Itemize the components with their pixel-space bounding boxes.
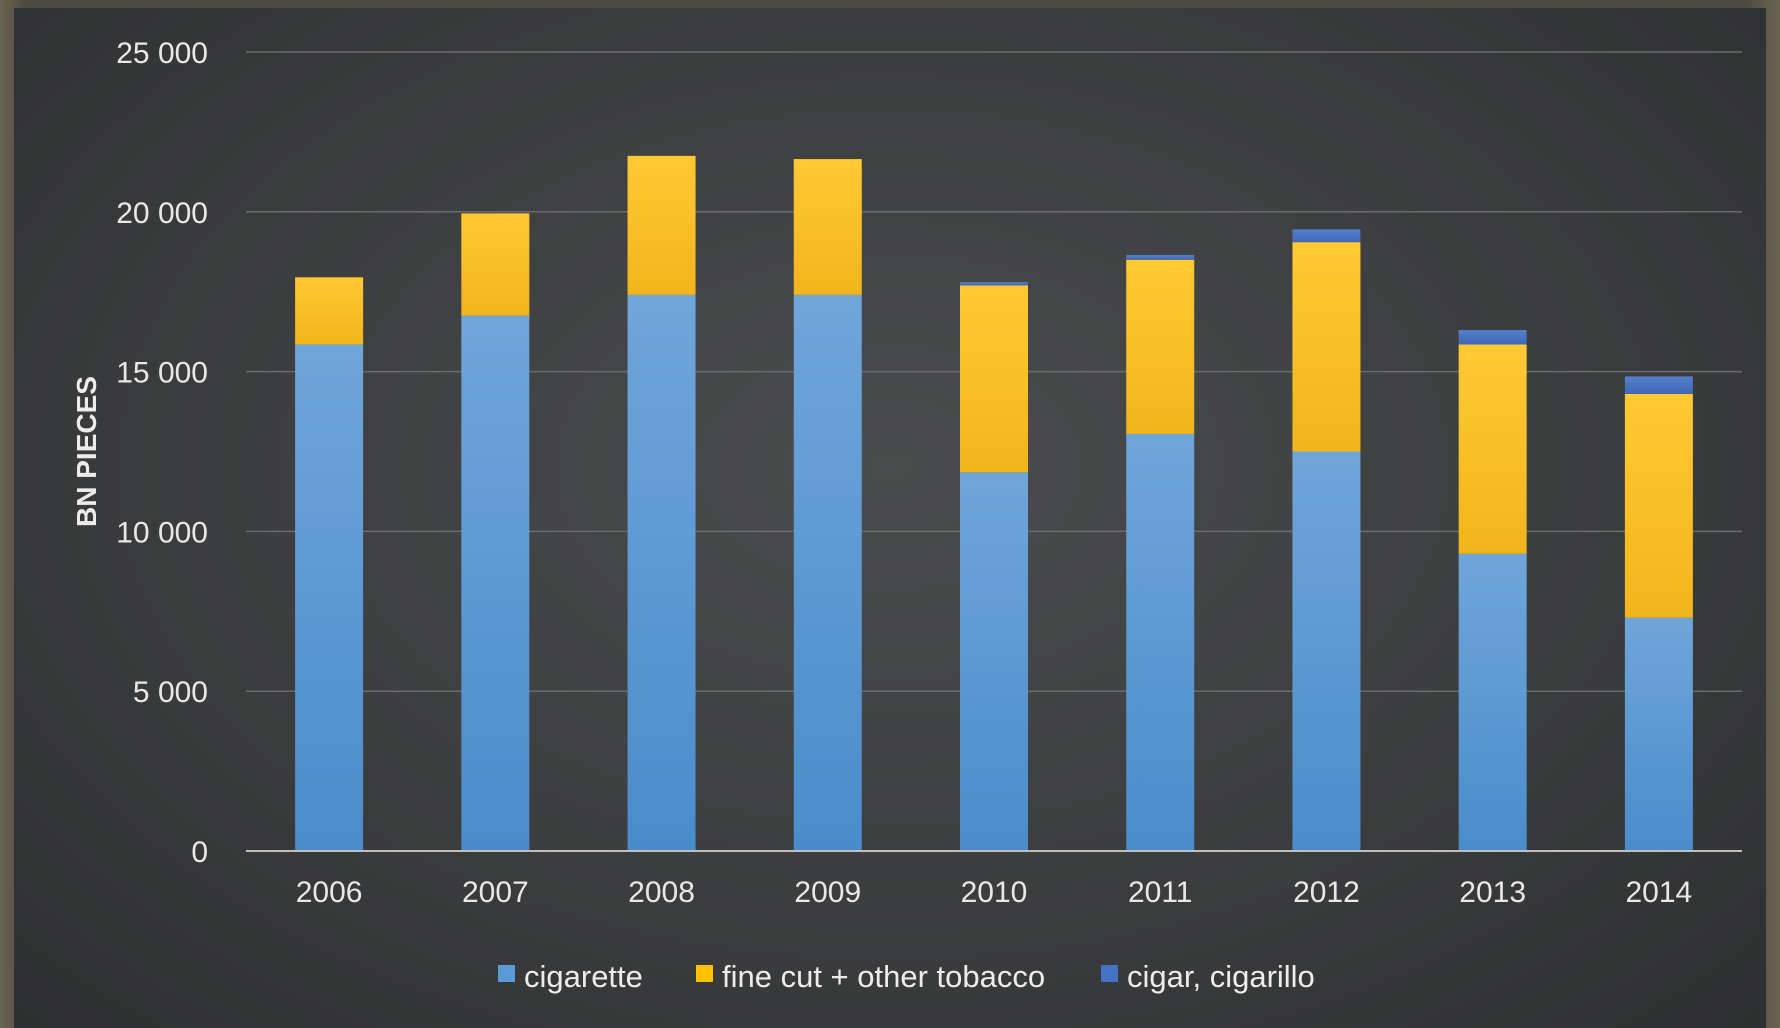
y-tick-label: 20 000: [116, 197, 208, 230]
x-tick-label: 2013: [1459, 876, 1526, 909]
y-tick-label: 10 000: [116, 516, 208, 549]
legend-swatch-cigarette: [498, 965, 515, 982]
bar-cigarette-2013: [1458, 553, 1527, 851]
legend-swatch-fine-cut-other-tobacco: [696, 965, 713, 982]
y-tick-label: 15 000: [116, 357, 208, 390]
legend-label: cigarette: [524, 959, 643, 994]
bar-cigarette-2008: [627, 294, 696, 851]
bar-cigarette-2014: [1624, 617, 1693, 851]
legend-label: fine cut + other tobacco: [722, 959, 1045, 994]
bar-cigarette-2012: [1292, 451, 1361, 851]
bar-fine-cut-other-tobacco-2007: [461, 213, 530, 316]
y-tick-label: 25 000: [116, 37, 208, 70]
y-tick-label: 5 000: [133, 676, 208, 709]
bar-fine-cut-other-tobacco-2013: [1458, 344, 1527, 554]
x-tick-label: 2014: [1626, 876, 1693, 909]
legend: cigarette fine cut + other tobacco cigar, …: [498, 959, 1315, 994]
x-tick-label: 2007: [462, 876, 529, 909]
x-axis-ticks: 2006 2007 2008 2009 2010 2011 2012 2013 2014: [296, 876, 1693, 909]
x-tick-label: 2010: [961, 876, 1028, 909]
x-tick-label: 2012: [1293, 876, 1360, 909]
bar-cigar-cigarillo-2010: [960, 282, 1028, 286]
bar-fine-cut-other-tobacco-2014: [1624, 393, 1693, 618]
bar-cigarette-2006: [295, 344, 364, 851]
y-axis-ticks: 25 000 20 000 15 000 10 000 5 000 0: [116, 37, 208, 869]
bar-cigar-cigarillo-2012: [1292, 229, 1361, 243]
x-tick-label: 2008: [628, 876, 695, 909]
bar-cigarette-2009: [793, 294, 862, 851]
bar-cigar-cigarillo-2014: [1624, 376, 1693, 394]
bar-cigar-cigarillo-2011: [1126, 254, 1195, 260]
x-tick-label: 2006: [296, 876, 363, 909]
bars: [295, 155, 1693, 851]
bar-fine-cut-other-tobacco-2009: [793, 159, 862, 295]
bar-fine-cut-other-tobacco-2012: [1292, 242, 1361, 452]
bar-fine-cut-other-tobacco-2006: [295, 277, 364, 345]
bar-fine-cut-other-tobacco-2010: [960, 285, 1028, 473]
bar-cigar-cigarillo-2013: [1458, 330, 1527, 345]
legend-label: cigar, cigarillo: [1127, 959, 1315, 994]
bar-fine-cut-other-tobacco-2011: [1126, 259, 1195, 434]
legend-swatch-cigar-cigarillo: [1101, 965, 1118, 982]
y-tick-label: 0: [191, 836, 208, 869]
x-tick-label: 2011: [1128, 876, 1193, 909]
y-axis-title: BN PIECES: [71, 376, 102, 527]
x-tick-label: 2009: [794, 876, 861, 909]
bar-cigarette-2010: [960, 472, 1028, 851]
bar-fine-cut-other-tobacco-2008: [627, 155, 696, 295]
bar-cigarette-2011: [1126, 433, 1195, 851]
bar-cigarette-2007: [461, 315, 530, 851]
